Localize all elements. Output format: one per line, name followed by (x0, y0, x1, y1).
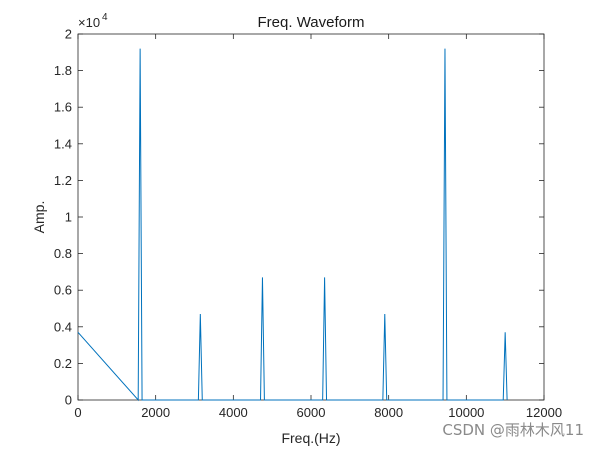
y-tick-label: 1.6 (54, 100, 72, 115)
x-tick-label: 2000 (141, 405, 170, 420)
y-tick-label: 0.4 (54, 319, 72, 334)
x-tick-label: 8000 (374, 405, 403, 420)
y-tick-label: 0.6 (54, 283, 72, 298)
x-tick-label: 10000 (448, 405, 484, 420)
y-tick-label: 1.4 (54, 136, 72, 151)
plot-area (77, 33, 545, 401)
y-exponent-base: ×10 (78, 15, 100, 30)
series-line (77, 48, 508, 402)
y-exponent: ×10 4 (78, 12, 108, 30)
x-tick-label: 12000 (526, 405, 562, 420)
y-tick-label: 1 (65, 210, 72, 225)
y-axis-label: Amp. (31, 201, 47, 234)
y-tick-label: 0.2 (54, 356, 72, 371)
y-tick-label: 1.8 (54, 63, 72, 78)
y-tick-label: 0.8 (54, 246, 72, 261)
chart-title: Freq. Waveform (258, 14, 365, 31)
y-tick-label: 0 (65, 393, 72, 408)
y-axis: 0 0.2 0.4 0.6 0.8 1 1.2 1.4 1.6 1.8 2 (54, 27, 544, 408)
x-tick-label: 6000 (297, 405, 326, 420)
x-axis-label: Freq.(Hz) (281, 430, 340, 446)
x-tick-label: 4000 (219, 405, 248, 420)
watermark: CSDN @雨林木风11 (442, 421, 584, 439)
y-tick-label: 2 (65, 27, 72, 42)
x-tick-label: 0 (74, 405, 81, 420)
y-exponent-power: 4 (102, 12, 108, 23)
y-tick-label: 1.2 (54, 173, 72, 188)
x-axis: 0 2000 4000 6000 8000 10000 12000 (74, 34, 562, 420)
data-series (77, 48, 508, 402)
